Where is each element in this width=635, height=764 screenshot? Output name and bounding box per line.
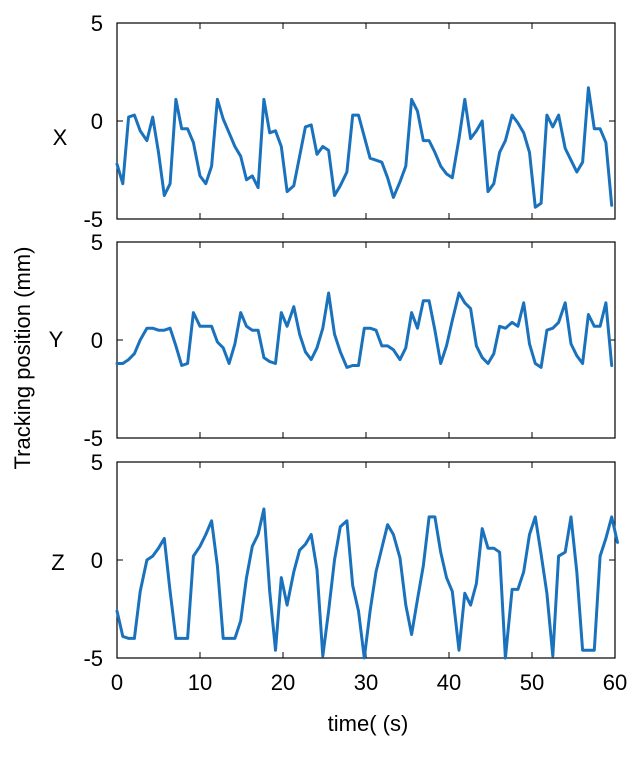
x-tick-label: 60: [603, 670, 627, 695]
y-tick-label: -5: [83, 207, 103, 232]
series-line-y: [115, 291, 614, 369]
x-tick-label: 30: [354, 670, 378, 695]
plot-frame: [116, 22, 616, 220]
y-tick-label: -5: [83, 426, 103, 451]
y-tick-label: 5: [91, 11, 103, 36]
x-tick-label: 50: [520, 670, 544, 695]
series-line-x: [115, 86, 614, 209]
panel-label: Z: [51, 550, 64, 575]
y-tick-label: -5: [83, 646, 103, 671]
x-tick-label: 40: [437, 670, 461, 695]
series-line-z: [115, 507, 619, 660]
y-axis-title: Tracking position (mm): [10, 247, 35, 470]
y-tick-label: 5: [91, 230, 103, 255]
x-tick-label: 0: [111, 670, 123, 695]
x-tick-label: 10: [188, 670, 212, 695]
panel-y: 5 0 -5 Y: [49, 230, 616, 451]
y-tick-label: 0: [91, 548, 103, 573]
x-axis-title: time( (s): [328, 711, 409, 736]
y-tick-label: 5: [91, 450, 103, 475]
panel-label: Y: [49, 327, 64, 352]
y-tick-label: 0: [91, 328, 103, 353]
panel-x: 5 0 -5 X: [53, 11, 616, 232]
y-tick-label: 0: [91, 109, 103, 134]
panel-z: 5 0 -5 Z: [51, 450, 619, 671]
panel-label: X: [53, 125, 68, 150]
x-tick-label: 20: [271, 670, 295, 695]
